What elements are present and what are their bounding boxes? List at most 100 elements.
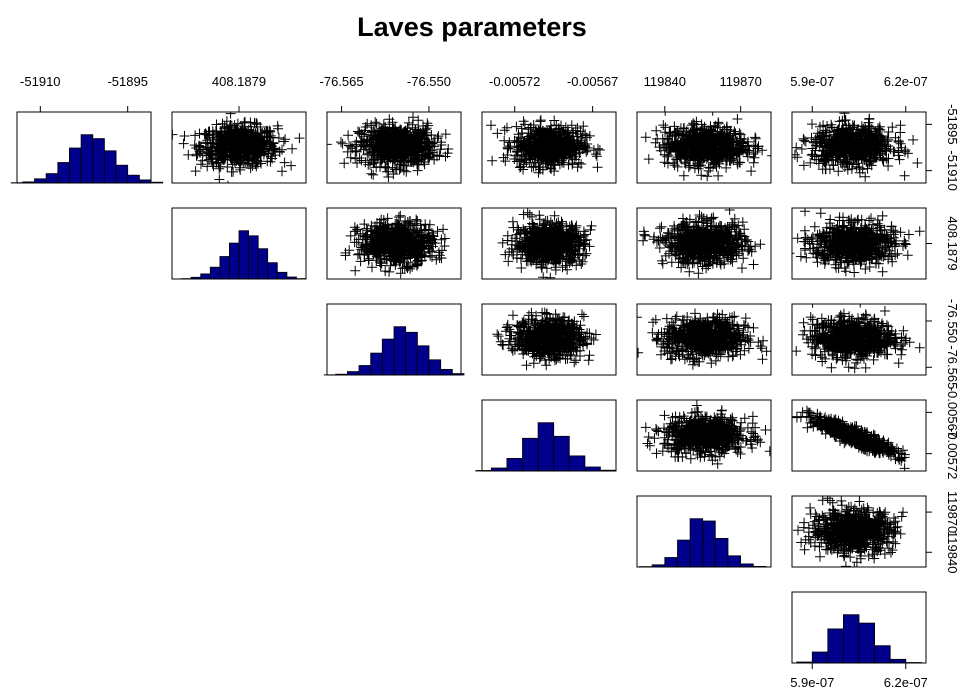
scatter-panel-1-5 <box>636 111 772 184</box>
right-tick-label: -51895 <box>945 104 960 144</box>
histogram-bar <box>209 266 221 280</box>
histogram-bar <box>506 457 523 472</box>
right-tick-label: -51910 <box>945 150 960 190</box>
histogram-panel-5 <box>636 495 772 568</box>
histogram-bar <box>370 352 383 376</box>
panel-frame <box>636 111 772 184</box>
histogram-bar <box>45 173 59 184</box>
scatter-panel-1-4 <box>481 111 617 184</box>
right-tick-label: 119840 <box>945 531 960 573</box>
scatter-points <box>792 208 925 278</box>
scatter-points <box>792 304 925 374</box>
histogram-panel-1 <box>10 111 164 184</box>
panel-frame <box>481 207 617 280</box>
histogram-bar <box>416 345 430 376</box>
scatter-points <box>792 405 910 471</box>
scatter-points <box>638 208 766 279</box>
histogram-bar <box>889 658 907 664</box>
histogram-panel-4 <box>475 399 617 472</box>
histogram-bar <box>248 235 259 280</box>
histogram-bar <box>428 359 442 376</box>
pairs-panels: -51910 -51895 408.1879 -76.565 -76.550 -0.005… <box>10 74 960 690</box>
panel-frame <box>636 303 772 376</box>
scatter-panel-2-5 <box>636 207 772 280</box>
right-tick-label: -0.00567 <box>945 387 960 438</box>
histogram-bar <box>568 455 586 472</box>
panel-frame <box>636 207 772 280</box>
scatter-points <box>497 208 597 279</box>
panel-frame <box>791 303 927 376</box>
scatter-points <box>492 307 601 371</box>
bottom-tick-label: 6.2e-07 <box>884 675 928 690</box>
histogram-bar <box>843 614 860 664</box>
scatter-points <box>793 496 908 567</box>
panel-frame <box>636 495 772 568</box>
top-tick-label: 408.1879 <box>212 74 266 89</box>
histogram-bar <box>727 555 742 568</box>
scatter-points <box>640 400 771 469</box>
top-tick-label: -0.00567 <box>567 74 618 89</box>
panel-frame <box>171 207 307 280</box>
histogram-bar <box>80 134 94 184</box>
panel-frame <box>791 111 927 184</box>
histogram-bar <box>127 174 140 184</box>
panel-frame <box>481 303 617 376</box>
histogram-bar <box>584 466 601 472</box>
histogram-bar <box>267 262 278 280</box>
chart-title: Laves parameters <box>357 12 587 42</box>
scatter-points <box>792 112 923 182</box>
histogram-bar <box>69 147 82 184</box>
histogram-bar <box>358 365 372 376</box>
scatter-panel-1-3 <box>326 111 462 184</box>
scatter-points <box>327 112 454 182</box>
right-tick-label: -0.00572 <box>945 428 960 479</box>
scatter-panel-3-6 <box>791 303 927 376</box>
top-tick-label: 6.2e-07 <box>884 74 928 89</box>
histogram-bar <box>200 273 211 280</box>
histogram-bar <box>553 435 570 472</box>
scatter-panel-2-4 <box>481 207 617 280</box>
histogram-bar <box>537 422 555 472</box>
panel-frame <box>16 111 152 184</box>
scatter-points <box>637 308 771 370</box>
histogram-bar <box>92 138 105 184</box>
histogram-bar <box>440 368 453 376</box>
right-tick-label: 408.1879 <box>945 216 960 270</box>
histogram-bar <box>522 437 539 472</box>
histogram-bar <box>664 557 678 568</box>
right-tick-label: -76.565 <box>945 345 960 389</box>
panel-frame <box>791 591 927 664</box>
panel-frame <box>481 111 617 184</box>
histogram-bar <box>677 539 691 568</box>
top-tick-label: 119840 <box>644 74 686 89</box>
scatter-panel-4-5 <box>636 399 772 472</box>
top-tick-label: -51895 <box>107 74 147 89</box>
scatter-points <box>640 112 771 182</box>
histogram-panel-3 <box>323 303 465 376</box>
bottom-tick-label: 5.9e-07 <box>790 675 834 690</box>
histogram-bar <box>689 518 704 568</box>
scatter-points <box>486 115 605 178</box>
scatter-panel-4-6 <box>791 399 927 472</box>
histogram-bar <box>874 645 891 664</box>
panel-frame <box>326 207 462 280</box>
right-tick-label: 119870 <box>945 491 960 533</box>
panel-frame <box>791 399 927 472</box>
panel-frame <box>326 303 462 376</box>
scatter-panel-5-6 <box>791 495 927 568</box>
histogram-bar <box>219 256 230 280</box>
top-tick-label: -76.550 <box>407 74 451 89</box>
scatter-panel-1-6 <box>791 111 927 184</box>
histogram-bar <box>228 242 240 280</box>
histogram-panel-2 <box>171 207 307 280</box>
scatter-panel-2-3 <box>326 207 462 280</box>
panel-frame <box>481 399 617 472</box>
top-tick-label: -51910 <box>20 74 60 89</box>
histogram-bar <box>715 538 729 568</box>
top-tick-label: 119870 <box>719 74 761 89</box>
histogram-bar <box>115 164 129 184</box>
panel-frame <box>791 495 927 568</box>
histogram-panel-6 <box>791 591 927 664</box>
top-tick-label: 5.9e-07 <box>790 74 834 89</box>
